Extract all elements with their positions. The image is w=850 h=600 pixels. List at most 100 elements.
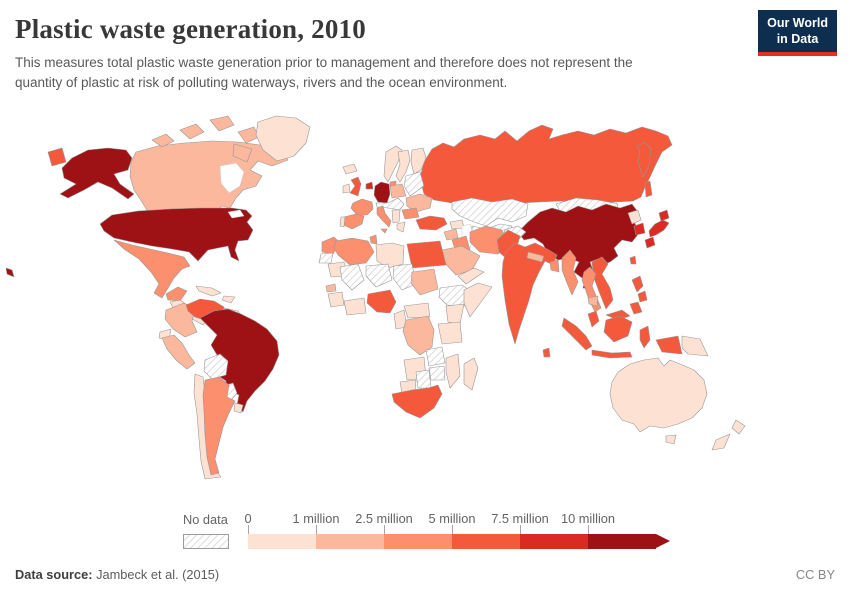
license-badge[interactable]: CC BY [795,567,835,582]
country-bangladesh[interactable] [549,259,560,273]
country-tanzania[interactable] [437,321,463,345]
country-germany[interactable] [373,181,391,204]
country-greenland[interactable] [255,115,311,162]
country-south-africa[interactable] [391,384,443,419]
country-japan-kyushu[interactable] [644,236,656,249]
country-egypt[interactable] [406,240,447,269]
legend-segment-3[interactable] [452,534,520,549]
country-hispaniola[interactable] [221,295,236,304]
country-canada-baffin[interactable] [232,143,253,163]
country-usa-aleutian[interactable] [5,267,15,278]
country-canada-island-3[interactable] [209,115,235,132]
country-guinea[interactable] [327,291,345,308]
country-papua-new-guinea[interactable] [681,335,709,357]
legend-segment-1[interactable] [316,534,384,549]
country-central-african-republic[interactable] [403,302,431,319]
country-greece[interactable] [396,221,406,233]
country-mexico[interactable] [113,239,191,299]
country-myanmar[interactable] [561,249,579,296]
country-sri-lanka[interactable] [542,347,551,358]
country-mali[interactable] [339,263,365,291]
country-mozambique[interactable] [445,353,461,389]
country-france[interactable] [350,198,374,216]
country-balkans[interactable] [391,209,401,224]
country-botswana[interactable] [415,369,432,389]
country-australia[interactable] [609,357,708,433]
legend-segment-2[interactable] [384,534,452,549]
country-iceland[interactable] [342,163,358,175]
country-north-korea[interactable] [627,209,642,225]
country-argentina[interactable] [202,376,236,476]
country-canada-island-1[interactable] [151,133,175,148]
country-vietnam[interactable] [591,256,614,310]
country-uk[interactable] [349,176,362,197]
country-portugal[interactable] [339,216,346,228]
country-netherlands[interactable] [365,181,374,190]
country-new-zealand-north[interactable] [731,419,746,435]
country-syria[interactable] [443,228,459,241]
country-italy-sicily[interactable] [380,228,388,234]
country-senegal[interactable] [325,283,337,293]
country-belarus-baltics[interactable] [403,171,425,197]
country-somalia[interactable] [463,282,493,318]
country-sudan[interactable] [410,268,439,296]
country-usa-alaska[interactable] [59,147,135,200]
country-russia[interactable] [419,124,673,204]
country-yemen-oman[interactable] [457,267,485,285]
country-uruguay[interactable] [233,402,244,414]
country-russia-kamchatka[interactable] [636,141,652,178]
country-japan-hokkaido[interactable] [658,209,670,222]
country-australia-tasmania[interactable] [665,434,677,445]
country-indonesia-sumatra[interactable] [561,317,593,351]
country-malaysia-peninsula[interactable] [587,310,600,328]
country-peru[interactable] [161,334,196,370]
country-nepal[interactable] [526,251,545,263]
country-turkey[interactable] [415,215,448,231]
country-kazakhstan[interactable] [451,197,529,227]
country-indonesia-kalimantan[interactable] [603,315,633,343]
country-cambodia[interactable] [587,295,599,307]
country-western-sahara[interactable] [318,252,334,264]
country-libya[interactable] [375,242,405,269]
country-china[interactable] [517,203,641,279]
country-indonesia-java[interactable] [591,349,633,359]
country-new-zealand-south[interactable] [711,433,731,451]
country-philippines-2[interactable] [637,290,648,303]
country-chad[interactable] [392,263,417,291]
country-spain[interactable] [343,213,365,230]
country-indonesia-papua[interactable] [655,335,683,355]
country-niger[interactable] [365,263,393,288]
country-zambia[interactable] [425,346,446,367]
owid-logo[interactable]: Our World in Data [758,10,837,56]
legend-no-data-swatch[interactable] [183,534,229,549]
country-philippines-1[interactable] [631,275,644,293]
country-ghana[interactable] [343,297,367,316]
country-south-korea[interactable] [633,222,646,236]
country-romania[interactable] [401,207,420,220]
country-poland[interactable] [389,183,407,199]
country-usa[interactable] [99,207,254,262]
legend-segment-4[interactable] [520,534,588,549]
country-canada[interactable] [129,140,289,213]
country-india[interactable] [501,242,558,345]
country-canada-island-2[interactable] [179,123,205,140]
country-finland[interactable] [410,147,427,175]
legend-segment-5[interactable] [588,534,656,549]
country-madagascar[interactable] [463,357,479,391]
country-tunisia[interactable] [369,234,378,245]
country-zimbabwe[interactable] [428,365,446,381]
country-philippines-3[interactable] [629,301,643,315]
country-russia-chukotka[interactable] [47,147,67,167]
country-taiwan[interactable] [629,255,637,265]
legend-segment-0[interactable] [248,534,316,549]
country-mexico-yucatan[interactable] [165,286,188,302]
country-ukraine[interactable] [405,193,433,213]
data-source-value[interactable]: Jambeck et al. (2015) [96,567,220,582]
country-algeria[interactable] [333,237,375,266]
country-japan-honshu[interactable] [648,219,670,238]
country-bolivia[interactable] [203,353,229,380]
country-russia-sakhalin[interactable] [644,180,653,198]
country-cuba[interactable] [195,285,222,297]
country-nigeria[interactable] [366,289,397,314]
country-sweden[interactable] [395,149,411,183]
